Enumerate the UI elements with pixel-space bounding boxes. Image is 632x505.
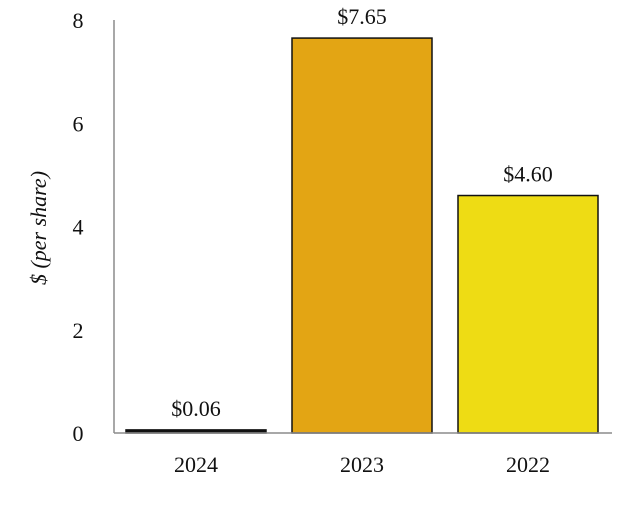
y-axis-title: $ (per share) [26,171,51,285]
x-axis-ticks: 2024 2023 2022 [174,452,550,477]
y-tick-label: 8 [73,8,84,33]
x-tick-label-2024: 2024 [174,452,218,477]
x-tick-label-2023: 2023 [340,452,384,477]
y-tick-label: 6 [73,111,84,136]
bars [125,37,599,434]
data-label-2022: $4.60 [503,162,553,187]
data-labels: $0.06 $7.65 $4.60 [171,4,553,421]
x-tick-label-2022: 2022 [506,452,550,477]
y-tick-label: 2 [73,318,84,343]
bar-2023 [291,37,433,434]
data-label-2023: $7.65 [337,4,387,29]
bar-2022 [457,194,599,434]
y-tick-label: 4 [73,215,84,240]
y-axis-ticks: 0 2 4 6 8 [73,8,84,446]
data-label-2024: $0.06 [171,396,221,421]
y-tick-label: 0 [73,421,84,446]
